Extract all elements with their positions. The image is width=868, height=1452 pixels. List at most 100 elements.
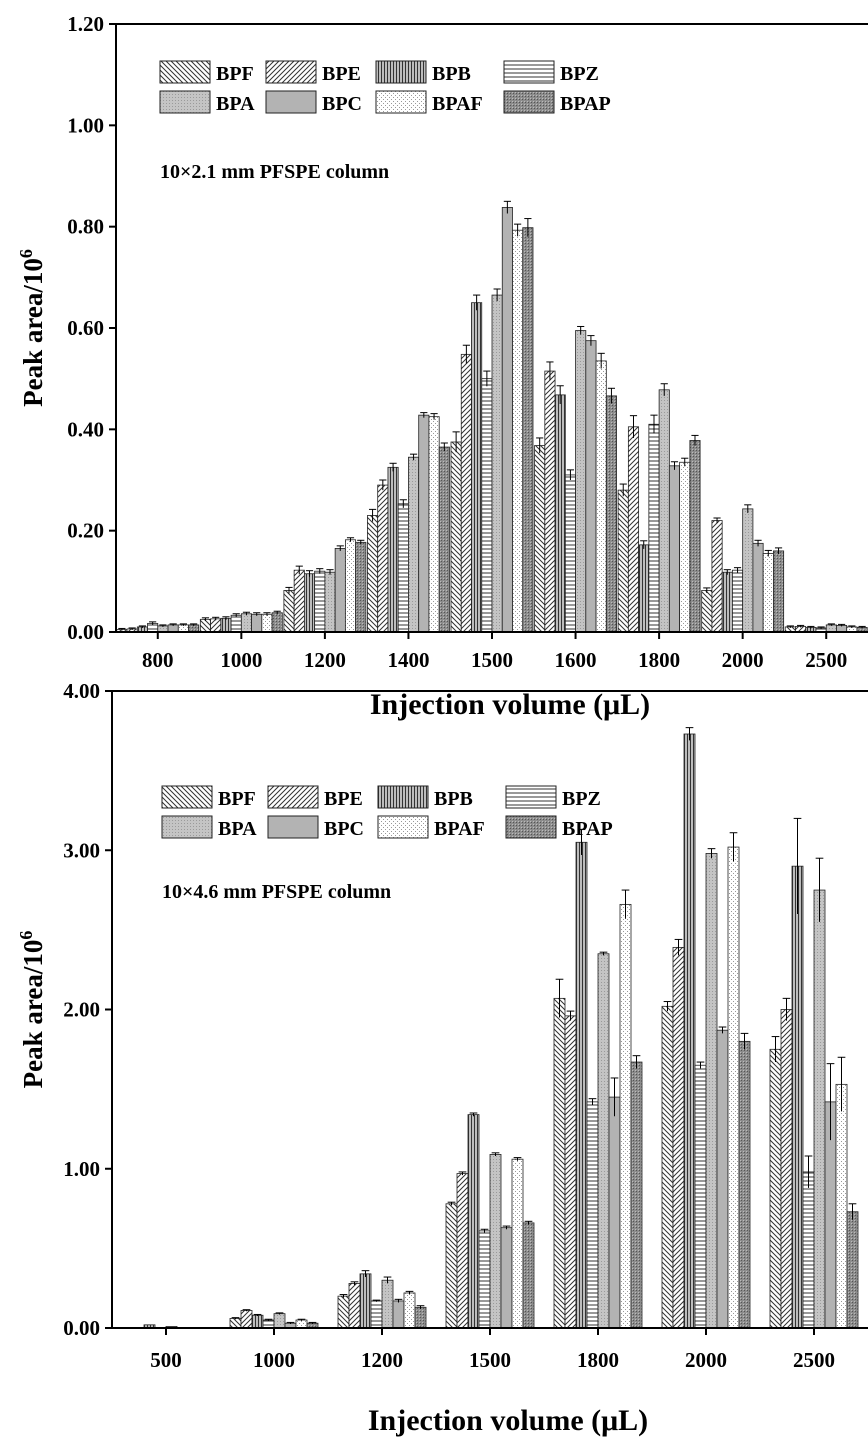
legend-label-bpap: BPAP xyxy=(562,818,613,840)
bar-bpc-1200 xyxy=(334,548,346,633)
bar-bpb-2000 xyxy=(721,571,733,633)
bar-bpaf-1600 xyxy=(595,360,607,633)
bar-bpf-2000 xyxy=(701,590,713,633)
bar-bpaf-1000 xyxy=(295,1319,308,1329)
bar-bpaf-2000 xyxy=(727,846,740,1329)
y-axis-title-text: Peak area/10 xyxy=(18,940,48,1089)
bar-bpc-800 xyxy=(167,624,179,633)
legend-swatch-bpc xyxy=(267,815,319,839)
bar-bpb-1500 xyxy=(471,302,483,633)
bar-bpe-1600 xyxy=(544,370,556,633)
bar-bpf-1800 xyxy=(553,997,566,1329)
x-tick-label: 800 xyxy=(142,648,174,672)
legend-swatch-bpz xyxy=(505,785,557,809)
x-tick-label: 500 xyxy=(150,1348,182,1372)
bar-bpz-1600 xyxy=(564,474,576,633)
bar-bpz-1400 xyxy=(397,503,409,633)
bar-bpa-2500 xyxy=(825,624,837,633)
y-tick-label: 0.80 xyxy=(67,215,104,239)
bar-bpap-1400 xyxy=(438,446,450,633)
legend-swatch-bpaf xyxy=(377,815,429,839)
bar-bpaf-1800 xyxy=(679,461,691,633)
legend-label-bpz: BPZ xyxy=(560,63,599,85)
bar-bpc-1500 xyxy=(500,1227,513,1329)
bar-bpe-2500 xyxy=(780,1009,793,1329)
bar-bpaf-2500 xyxy=(835,1083,848,1329)
bar-bpa-1000 xyxy=(273,1313,286,1329)
x-tick-label: 2500 xyxy=(793,1348,835,1372)
legend-label-bpe: BPE xyxy=(322,63,361,85)
bar-bpe-1800 xyxy=(564,1015,577,1329)
y-tick-label: 0.60 xyxy=(67,316,104,340)
bar-bpz-1500 xyxy=(478,1230,491,1329)
bar-bpe-1400 xyxy=(377,484,389,633)
bar-bpe-1000 xyxy=(240,1310,253,1329)
bar-bpap-1000 xyxy=(271,612,283,633)
bar-bpc-1400 xyxy=(418,414,430,633)
legend-label-bpaf: BPAF xyxy=(432,93,483,115)
legend-swatch-bpa xyxy=(159,90,211,114)
bar-bpz-1200 xyxy=(314,570,326,633)
bar-bpc-1200 xyxy=(392,1300,405,1329)
bar-bpaf-1800 xyxy=(619,903,632,1329)
bar-bpe-2000 xyxy=(711,520,723,633)
bar-bpap-1500 xyxy=(522,227,534,633)
x-tick-label: 1600 xyxy=(555,648,597,672)
bar-bpf-1200 xyxy=(337,1295,350,1329)
bar-bpe-1500 xyxy=(460,353,472,633)
legend-label-bpc: BPC xyxy=(322,93,362,115)
bar-bpaf-2000 xyxy=(762,553,774,633)
bar-bpe-1200 xyxy=(348,1283,361,1329)
bar-bpz-1200 xyxy=(370,1300,383,1329)
bar-bpf-1800 xyxy=(617,489,629,633)
bar-bpc-1800 xyxy=(668,465,681,633)
bar-bpz-2000 xyxy=(694,1064,707,1329)
bar-bpb-1500 xyxy=(467,1114,480,1329)
bar-bpz-1000 xyxy=(262,1319,275,1329)
bar-bpb-2000 xyxy=(683,733,696,1329)
x-axis-title: Injection volume (μL) xyxy=(368,1404,648,1437)
legend-label-bpa: BPA xyxy=(218,818,257,840)
bar-bpf-1000 xyxy=(229,1318,242,1329)
bar-bpa-2000 xyxy=(705,853,718,1329)
legend-label-bpaf: BPAF xyxy=(434,818,485,840)
legend-swatch-bpz xyxy=(503,60,555,84)
legend-label-bpa: BPA xyxy=(216,93,255,115)
legend-swatch-bpe xyxy=(267,785,319,809)
bar-bpc-1500 xyxy=(501,207,513,633)
legend-swatch-bpap xyxy=(505,815,557,839)
bar-bpz-2000 xyxy=(732,569,744,633)
y-tick-label: 3.00 xyxy=(63,838,100,862)
legend-label-bpc: BPC xyxy=(324,818,364,840)
x-tick-label: 2500 xyxy=(805,648,847,672)
bar-bpc-1000 xyxy=(251,613,263,633)
legend-swatch-bpe xyxy=(265,60,317,84)
y-tick-label: 2.00 xyxy=(63,998,100,1022)
bar-bpap-1500 xyxy=(522,1222,535,1329)
bottom-chart: 0.00 1.00 2.00 3.00 4.00 500 1000 1200 1500 1800 2… xyxy=(16,679,868,1437)
y-tick-label: 1.20 xyxy=(67,12,104,36)
bar-bpaf-1500 xyxy=(511,1158,524,1329)
bar-bpb-1200 xyxy=(359,1273,372,1329)
legend-label-bpe: BPE xyxy=(324,788,363,810)
bar-bpz-1800 xyxy=(648,423,660,633)
legend-swatch-bpc xyxy=(265,90,317,114)
x-tick-label: 1200 xyxy=(361,1348,403,1372)
bar-bpa-2000 xyxy=(742,508,754,633)
y-tick-label: 0.00 xyxy=(67,620,104,644)
bar-bpap-2500 xyxy=(846,1211,859,1329)
bar-bpc-1800 xyxy=(608,1096,621,1329)
bar-bpb-1000 xyxy=(220,617,232,633)
y-tick-label: 1.00 xyxy=(63,1157,100,1181)
x-tick-label: 1000 xyxy=(220,648,262,672)
legend-label-bpz: BPZ xyxy=(562,788,601,810)
legend-swatch-bpa xyxy=(161,815,213,839)
bar-bpap-2000 xyxy=(773,550,785,633)
bar-bpe-1500 xyxy=(456,1173,469,1329)
bar-bpaf-1200 xyxy=(403,1292,416,1329)
bar-bpap-2000 xyxy=(738,1040,751,1329)
bar-bpaf-800 xyxy=(177,624,189,633)
x-tick-label: 1800 xyxy=(577,1348,619,1372)
bar-bpe-1800 xyxy=(627,426,640,633)
